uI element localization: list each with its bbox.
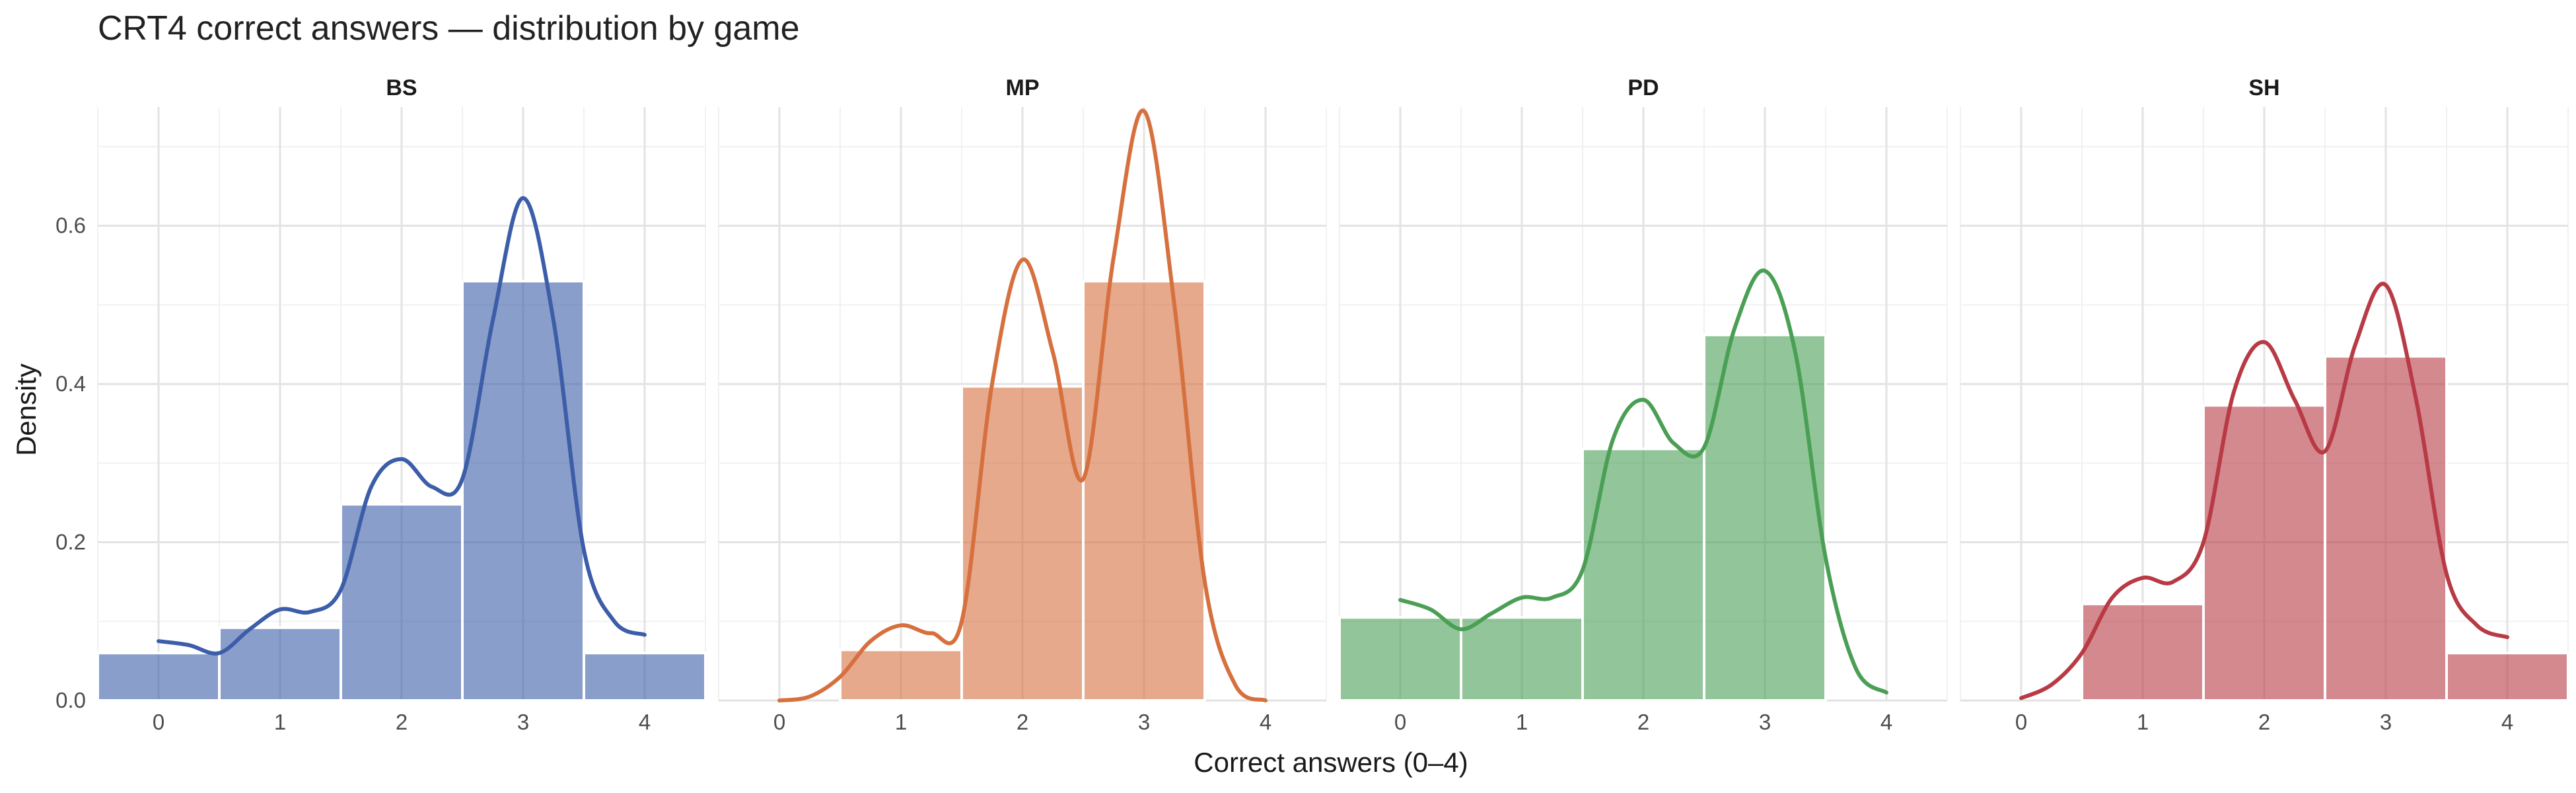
x-tick-label: 2 <box>396 710 408 734</box>
bar-bs-2 <box>340 503 464 702</box>
facet-panel-sh: SH 0 1 2 3 4 <box>1960 75 2569 734</box>
y-tick-label: 0.0 <box>55 688 86 712</box>
x-tick-label: 2 <box>2258 710 2270 734</box>
bar-pd-0 <box>1338 616 1462 702</box>
bar-mp-1 <box>839 648 963 702</box>
facet-strip-label: MP <box>1006 75 1040 100</box>
facet-panel-pd: PD 0 1 2 3 4 <box>1338 75 1948 734</box>
facet-strip-label: BS <box>386 75 417 100</box>
facet-strip-label: PD <box>1628 75 1659 100</box>
bar-bs-4 <box>583 652 707 702</box>
x-tick-label: 0 <box>773 710 785 734</box>
x-tick-label: 4 <box>2501 710 2513 734</box>
y-tick-label: 0.4 <box>55 371 86 396</box>
x-tick-label: 1 <box>274 710 286 734</box>
y-axis: 0.0 0.2 0.4 0.6 <box>55 213 86 712</box>
density-line-bs <box>157 196 647 656</box>
x-tick-label: 4 <box>639 710 651 734</box>
chart-title: CRT4 correct answers — distribution by g… <box>98 9 800 48</box>
facet-panel-bs: BS 0 1 2 3 4 <box>96 75 707 734</box>
x-tick-label: 3 <box>1138 710 1150 734</box>
bar-bs-3 <box>461 280 585 702</box>
x-axis-label: Correct answers (0–4) <box>1194 747 1468 778</box>
bar-sh-3 <box>2324 355 2448 702</box>
y-tick-label: 0.6 <box>55 213 86 238</box>
density-line-sh <box>2019 282 2509 700</box>
facet-strip-label: SH <box>2248 75 2279 100</box>
x-tick-label: 3 <box>1759 710 1771 734</box>
facet-panel-mp: MP 0 1 2 3 4 <box>718 75 1327 734</box>
x-tick-label: 0 <box>2015 710 2027 734</box>
x-tick-label: 1 <box>1516 710 1528 734</box>
bar-pd-1 <box>1460 616 1584 702</box>
x-tick-label: 4 <box>1260 710 1271 734</box>
bar-sh-4 <box>2445 652 2569 702</box>
x-tick-label: 2 <box>1017 710 1028 734</box>
bar-mp-2 <box>960 385 1085 702</box>
bar-sh-1 <box>2081 602 2205 702</box>
x-tick-label: 3 <box>2380 710 2392 734</box>
density-line-pd <box>1398 268 1888 695</box>
bar-sh-2 <box>2202 404 2326 702</box>
y-axis-label: Density <box>11 363 42 456</box>
bar-pd-3 <box>1703 333 1827 702</box>
facet-panels: BS 0 1 2 3 4 MP 0 1 2 3 4 PD 0 1 2 3 4 SH 0 1 2 3 4 <box>96 75 2569 734</box>
x-tick-label: 2 <box>1637 710 1649 734</box>
x-tick-label: 0 <box>153 710 164 734</box>
bar-bs-1 <box>218 626 342 702</box>
x-tick-label: 1 <box>895 710 907 734</box>
bar-bs-0 <box>96 652 221 702</box>
x-tick-label: 1 <box>2137 710 2149 734</box>
y-tick-label: 0.2 <box>55 530 86 554</box>
bar-pd-2 <box>1581 447 1705 702</box>
density-line-mp <box>777 108 1268 702</box>
x-tick-label: 3 <box>517 710 529 734</box>
x-tick-label: 4 <box>1880 710 1892 734</box>
x-tick-label: 0 <box>1394 710 1406 734</box>
